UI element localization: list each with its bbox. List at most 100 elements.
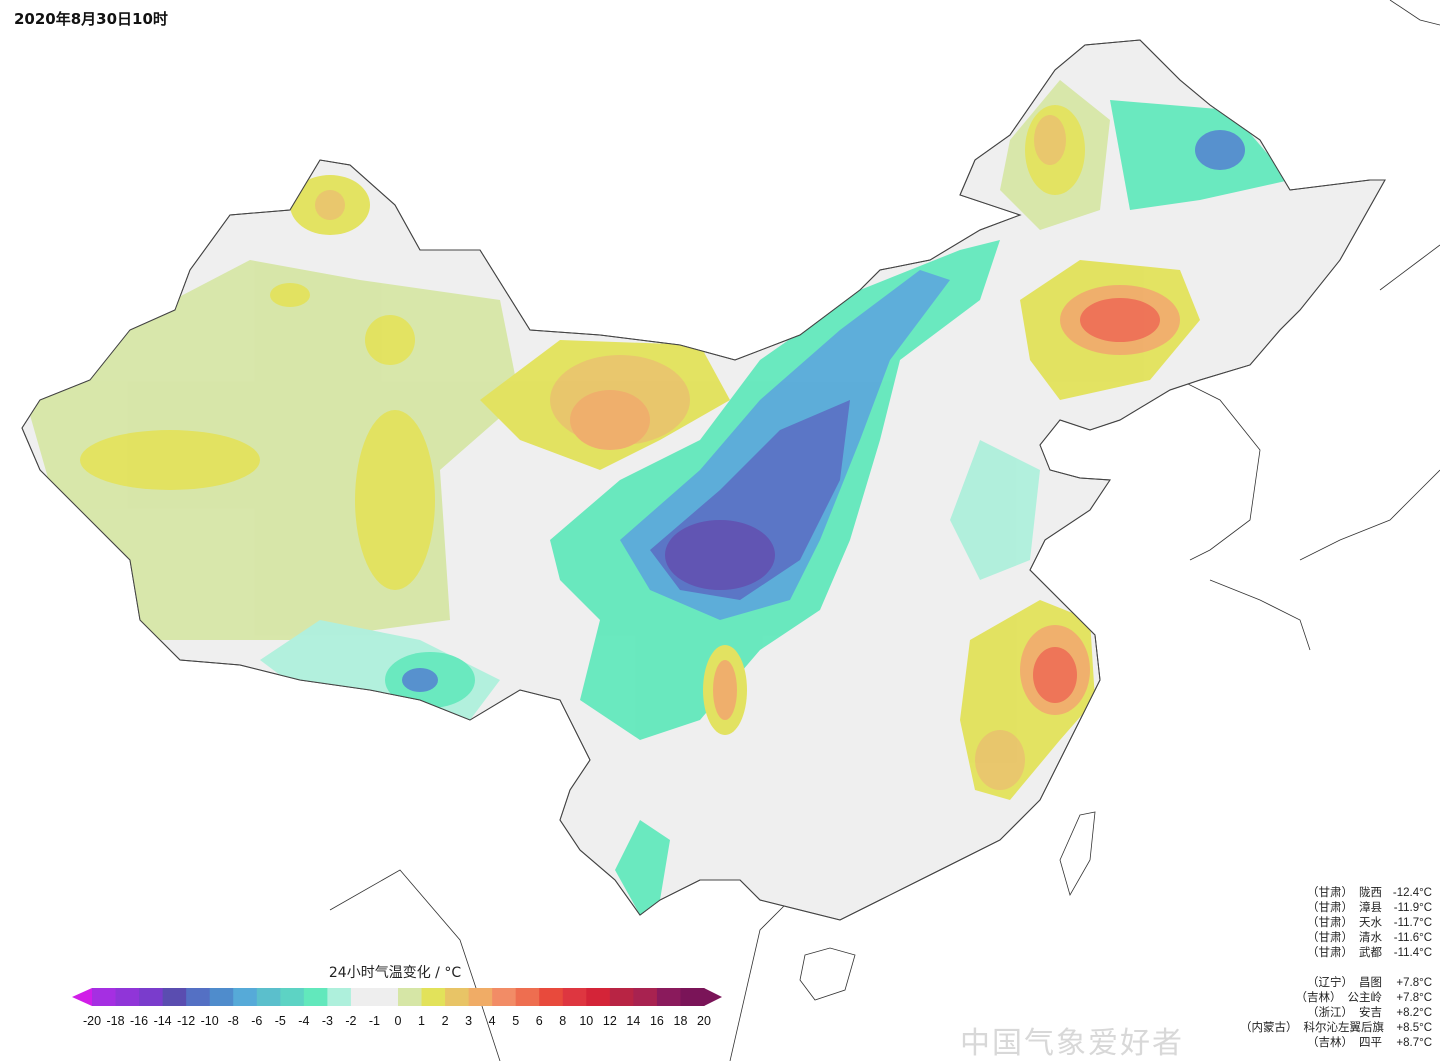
color-legend-bar bbox=[72, 988, 722, 1006]
legend-swatch bbox=[139, 988, 164, 1006]
station-name: 安吉 bbox=[1359, 1007, 1382, 1019]
legend-tick: -3 bbox=[321, 1014, 333, 1028]
station-value: -11.4°C bbox=[1393, 947, 1432, 959]
legend-tick: 12 bbox=[602, 1014, 617, 1028]
legend-arrow-max bbox=[704, 988, 722, 1006]
legend-swatch bbox=[492, 988, 517, 1006]
legend-tick: 20 bbox=[697, 1014, 711, 1028]
legend-tick: 18 bbox=[673, 1014, 688, 1028]
station-extremes-list: （甘肃） 陇西 -12.4°C （甘肃） 漳县 -11.9°C （甘肃） 天水 -11.7°C （… bbox=[1240, 886, 1432, 1051]
legend-tick: -6 bbox=[251, 1014, 263, 1028]
legend-tick: -18 bbox=[106, 1014, 125, 1028]
legend-swatch bbox=[162, 988, 187, 1006]
legend-tick: -8 bbox=[227, 1014, 239, 1028]
legend-swatch bbox=[303, 988, 328, 1006]
station-name: 四平 bbox=[1359, 1037, 1382, 1049]
coolest-stations: （甘肃） 陇西 -12.4°C （甘肃） 漳县 -11.9°C （甘肃） 天水 -11.7°C （… bbox=[1240, 886, 1432, 961]
legend-tick: 16 bbox=[649, 1014, 664, 1028]
legend-swatch bbox=[280, 988, 305, 1006]
legend-swatch bbox=[656, 988, 681, 1006]
legend-tick: 8 bbox=[559, 1014, 567, 1028]
legend-swatch bbox=[92, 988, 117, 1006]
station-name: 天水 bbox=[1359, 917, 1382, 929]
legend-tick-labels: -20 -18 -16 -14 -12 -10 -8 -6 -5 -4 -3 -2 -1 0 1 2 3 4 5 6 8… bbox=[0, 1014, 1440, 1032]
legend-swatch bbox=[421, 988, 446, 1006]
station-row: （甘肃） 清水 -11.6°C bbox=[1240, 931, 1432, 946]
watermark: 中国气象爱好者 bbox=[960, 1026, 1184, 1061]
station-name: 昌图 bbox=[1359, 977, 1382, 989]
legend-swatch bbox=[562, 988, 587, 1006]
legend-title: 24小时气温变化 / °C bbox=[328, 965, 462, 981]
legend-swatch bbox=[398, 988, 423, 1006]
station-value: +8.5°C bbox=[1396, 1022, 1432, 1034]
station-province: （甘肃） bbox=[1307, 887, 1353, 899]
station-province: （甘肃） bbox=[1307, 902, 1353, 914]
station-name: 陇西 bbox=[1359, 887, 1382, 899]
station-row: （甘肃） 武都 -11.4°C bbox=[1240, 946, 1432, 961]
station-row: （甘肃） 陇西 -12.4°C bbox=[1240, 886, 1432, 901]
station-row: （甘肃） 漳县 -11.9°C bbox=[1240, 901, 1432, 916]
legend-swatch bbox=[256, 988, 281, 1006]
legend-swatch bbox=[609, 988, 634, 1006]
station-province: （吉林） bbox=[1307, 1037, 1353, 1049]
station-province: （吉林） bbox=[1295, 992, 1342, 1004]
station-province: （甘肃） bbox=[1307, 932, 1353, 944]
station-name: 公主岭 bbox=[1347, 992, 1383, 1004]
station-row: （吉林） 公主岭 +7.8°C bbox=[1240, 991, 1433, 1006]
legend-tick: 10 bbox=[579, 1014, 594, 1028]
legend-tick: 5 bbox=[512, 1014, 520, 1028]
legend-swatch bbox=[633, 988, 658, 1006]
station-name: 武都 bbox=[1359, 947, 1382, 959]
legend-swatch bbox=[445, 988, 470, 1006]
legend-tick: -16 bbox=[130, 1014, 149, 1028]
station-value: +7.8°C bbox=[1396, 977, 1432, 989]
station-name: 科尔沁左翼后旗 bbox=[1303, 1022, 1385, 1034]
station-province: （浙江） bbox=[1307, 1007, 1353, 1019]
legend-tick: 1 bbox=[418, 1014, 426, 1028]
legend-tick: 6 bbox=[535, 1014, 543, 1028]
station-value: +8.7°C bbox=[1396, 1037, 1432, 1049]
legend-tick: -20 bbox=[82, 1014, 102, 1028]
legend-swatch bbox=[327, 988, 352, 1006]
station-name: 漳县 bbox=[1359, 902, 1382, 914]
station-value: -11.7°C bbox=[1393, 917, 1432, 929]
legend-tick: 0 bbox=[394, 1014, 402, 1028]
legend-tick: 2 bbox=[441, 1014, 449, 1028]
legend-swatch bbox=[374, 988, 399, 1006]
station-value: -12.4°C bbox=[1392, 887, 1432, 899]
legend-tick: 4 bbox=[488, 1014, 496, 1028]
warmest-stations: （辽宁） 昌图 +7.8°C （吉林） 公主岭 +7.8°C （浙江） 安吉 +8.2°C （内蒙… bbox=[1240, 976, 1432, 1051]
station-value: -11.6°C bbox=[1393, 932, 1432, 944]
legend-swatch bbox=[680, 988, 705, 1006]
station-row: （浙江） 安吉 +8.2°C bbox=[1240, 1006, 1432, 1021]
station-row: （甘肃） 天水 -11.7°C bbox=[1240, 916, 1432, 931]
legend-tick: -10 bbox=[200, 1014, 219, 1028]
station-row: （吉林） 四平 +8.7°C bbox=[1240, 1036, 1432, 1051]
legend-tick: -12 bbox=[177, 1014, 196, 1028]
legend-swatch bbox=[115, 988, 140, 1006]
legend-swatch bbox=[233, 988, 258, 1006]
legend-tick: -1 bbox=[368, 1014, 381, 1028]
station-value: -11.9°C bbox=[1393, 902, 1432, 914]
legend-tick: 14 bbox=[626, 1014, 641, 1028]
station-name: 清水 bbox=[1359, 932, 1382, 944]
station-province: （甘肃） bbox=[1307, 947, 1353, 959]
station-province: （甘肃） bbox=[1307, 917, 1353, 929]
legend-arrow-min bbox=[72, 988, 92, 1006]
station-province: （内蒙古） bbox=[1240, 1022, 1298, 1034]
temperature-fill bbox=[22, 80, 1290, 915]
station-row: （辽宁） 昌图 +7.8°C bbox=[1240, 976, 1432, 991]
legend-tick: 3 bbox=[465, 1014, 473, 1028]
legend-swatch bbox=[586, 988, 611, 1006]
legend-tick: -5 bbox=[274, 1014, 286, 1028]
legend-tick: -4 bbox=[298, 1014, 310, 1028]
station-value: +8.2°C bbox=[1396, 1007, 1432, 1019]
station-row: （内蒙古） 科尔沁左翼后旗 +8.5°C bbox=[1240, 1021, 1432, 1036]
legend-swatch bbox=[515, 988, 540, 1006]
legend-swatch bbox=[539, 988, 564, 1006]
map-title: 2020年8月30日10时 bbox=[14, 10, 168, 28]
legend-swatch bbox=[209, 988, 234, 1006]
station-value: +7.8°C bbox=[1396, 992, 1432, 1004]
legend-swatch bbox=[468, 988, 493, 1006]
